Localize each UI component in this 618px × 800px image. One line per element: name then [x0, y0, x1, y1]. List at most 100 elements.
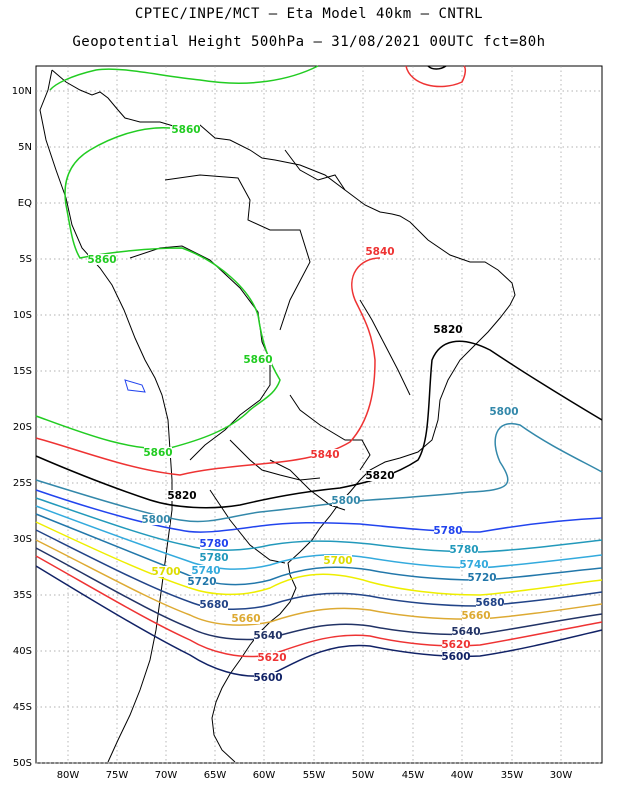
contour-5600 [35, 565, 603, 677]
longitude-label: 50W [352, 770, 375, 781]
latitude-label: 5S [19, 254, 32, 265]
contour-label: 5820 [433, 324, 462, 336]
contour-5820-north [427, 65, 447, 70]
contour-label: 5640 [451, 626, 480, 638]
contour-label-background [442, 639, 470, 650]
contour-label-background [244, 354, 272, 365]
latitude-label: EQ [18, 198, 32, 209]
contour-label-background [168, 490, 196, 501]
border-7 [359, 299, 411, 396]
longitude-tick-labels: 80W 75W 70W 65W 60W 55W 50W 45W 40W 35W 30W [57, 770, 573, 781]
contour-label-background [462, 610, 490, 621]
longitude-label: 65W [204, 770, 227, 781]
contour-label-background [200, 552, 228, 563]
contour-label: 5840 [365, 246, 394, 258]
contour-label: 5820 [365, 470, 394, 482]
contour-label-background [152, 566, 180, 577]
contour-lines [35, 65, 603, 677]
contour-label: 5620 [257, 652, 286, 664]
contour-label: 5680 [199, 599, 228, 611]
contour-5860 [35, 127, 281, 450]
latitude-label: 20S [13, 422, 32, 433]
contour-label-background [442, 651, 470, 662]
border-5 [269, 459, 346, 511]
contour-label: 5860 [243, 354, 272, 366]
contour-label-background [460, 559, 488, 570]
contour-5880 [49, 65, 319, 91]
longitude-label: 45W [402, 770, 425, 781]
contour-label: 5600 [253, 672, 282, 684]
longitude-label: 40W [451, 770, 474, 781]
contour-label-background [476, 597, 504, 608]
border-4 [229, 439, 321, 481]
contour-label-background [88, 254, 116, 265]
latitude-label: 5N [18, 142, 32, 153]
contour-5660 [35, 539, 603, 626]
contour-label-background [254, 630, 282, 641]
contour-label: 5840 [310, 449, 339, 461]
latitude-label: 45S [13, 702, 32, 713]
contour-label-background [450, 544, 478, 555]
contour-label-background [188, 576, 216, 587]
contour-label: 5680 [475, 597, 504, 609]
contour-label-background [324, 555, 352, 566]
map-title-line-1: CPTEC/INPE/MCT – Eta Model 40km – CNTRL [134, 6, 484, 22]
contour-label-background [172, 124, 200, 135]
latitude-label: 40S [13, 646, 32, 657]
graticule [36, 66, 602, 764]
contour-label-background [142, 514, 170, 525]
longitude-label: 60W [253, 770, 276, 781]
contour-label-background [366, 470, 394, 481]
contour-label: 5740 [459, 559, 488, 571]
contour-label: 5860 [143, 447, 172, 459]
longitude-label: 35W [501, 770, 524, 781]
contour-label: 5800 [331, 495, 360, 507]
contour-label: 5640 [253, 630, 282, 642]
border-3 [289, 394, 371, 471]
contour-5840-north [405, 65, 467, 88]
latitude-label: 35S [13, 590, 32, 601]
latitude-label: 30S [13, 534, 32, 545]
contour-5740 [35, 505, 603, 570]
contour-label-background [232, 613, 260, 624]
latitude-tick-labels: 10N 5N EQ 5S 10S 15S 20S 25S 30S 35S 40S 45S 50S [12, 86, 32, 769]
east-coastline [51, 69, 516, 763]
contour-label: 5780 [199, 552, 228, 564]
contour-label-background [144, 447, 172, 458]
contour-5720 [35, 513, 603, 586]
contour-label-background [468, 572, 496, 583]
contour-label-background [200, 538, 228, 549]
contour-label: 5660 [461, 610, 490, 622]
longitude-label: 75W [106, 770, 129, 781]
contour-label: 5660 [231, 613, 260, 625]
contour-label: 5780 [449, 544, 478, 556]
contour-5800 [35, 422, 603, 523]
contour-5840 [35, 257, 381, 476]
contour-label: 5800 [489, 406, 518, 418]
contour-label: 5860 [87, 254, 116, 266]
border-2 [164, 174, 311, 331]
contour-label-background [258, 652, 286, 663]
contour-label: 5780 [433, 525, 462, 537]
contour-label: 5820 [167, 490, 196, 502]
contour-label-background [452, 626, 480, 637]
contour-label: 5800 [141, 514, 170, 526]
contour-label: 5740 [191, 565, 220, 577]
contour-label-background [332, 495, 360, 506]
map-title-line-2: Geopotential Height 500hPa – 31/08/2021 … [72, 34, 546, 50]
latitude-label: 50S [13, 758, 32, 769]
contour-label-background [311, 449, 339, 460]
contour-label: 5600 [441, 651, 470, 663]
contour-5700 [35, 521, 603, 596]
border-8 [284, 149, 346, 191]
contour-5640 [35, 547, 603, 641]
contour-label: 5700 [323, 555, 352, 567]
contour-5620 [35, 555, 603, 658]
border-6 [209, 489, 286, 564]
contour-label: 5700 [151, 566, 180, 578]
lake-titicaca [124, 379, 146, 393]
contour-label-background [434, 324, 462, 335]
contour-value-labels: 5860 5860 5860 5860 5840 5840 5820 5820 5820 5800… [87, 124, 519, 684]
west-coastline [39, 69, 173, 763]
